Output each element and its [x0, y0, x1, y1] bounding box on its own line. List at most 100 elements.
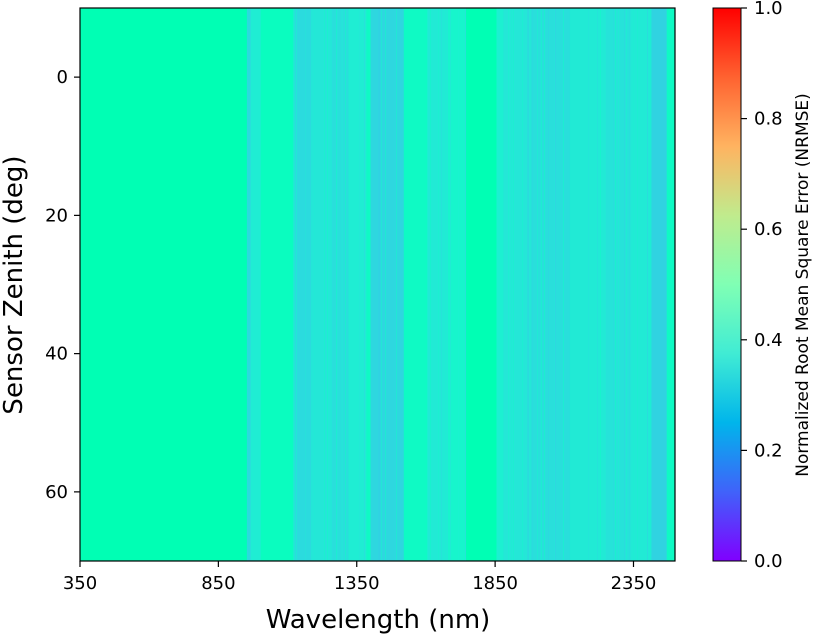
heatmap-streak	[649, 8, 650, 561]
heatmap-streak	[629, 8, 630, 561]
heatmap-streak	[537, 8, 538, 561]
heatmap-band	[403, 8, 428, 561]
heatmap-streak	[647, 8, 648, 561]
heatmap-streak	[296, 8, 297, 561]
x-tick-label: 2350	[611, 573, 657, 594]
colorbar-tick-label: 0.4	[754, 330, 783, 351]
heatmap-streak	[532, 8, 533, 561]
heatmap-band	[370, 8, 405, 561]
heatmap-streak	[337, 8, 338, 561]
heatmap-streak	[336, 8, 337, 561]
y-tick-label: 60	[45, 482, 68, 503]
heatmap-streak	[557, 8, 558, 561]
colorbar-tick-label: 0.2	[754, 440, 783, 461]
heatmap-streak	[378, 8, 379, 561]
heatmap-streak	[441, 8, 442, 561]
heatmap-streak	[430, 8, 431, 561]
heatmap-band	[348, 8, 367, 561]
heatmap-streak	[554, 8, 555, 561]
heatmap-streak	[396, 8, 397, 561]
heatmap-band	[448, 8, 467, 561]
y-axis-label: Sensor Zenith (deg)	[0, 155, 29, 414]
heatmap-streak	[438, 8, 439, 561]
heatmap-band	[496, 8, 504, 561]
heatmap-streak	[445, 8, 446, 561]
heatmap-streak	[513, 8, 514, 561]
y-axis-ticks: 0 20 40 60	[45, 67, 80, 503]
heatmap-band	[246, 8, 252, 561]
heatmap-streak	[597, 8, 598, 561]
heatmap-band	[260, 8, 294, 561]
heatmap-streak	[293, 8, 294, 561]
heatmap-streak	[364, 8, 365, 561]
heatmap-streak	[546, 8, 547, 561]
heatmap-streak	[555, 8, 556, 561]
heatmap-band	[80, 8, 248, 561]
heatmap-streak	[369, 8, 370, 561]
heatmap-streak	[626, 8, 627, 561]
colorbar-tick-label: 0.0	[754, 551, 783, 572]
heatmap-streak	[540, 8, 541, 561]
heatmap-streak	[522, 8, 523, 561]
heatmap-streak	[548, 8, 549, 561]
heatmap-streak	[509, 8, 510, 561]
heatmap-streak	[621, 8, 622, 561]
colorbar-tick-label: 0.6	[754, 219, 783, 240]
heatmap-streak	[528, 8, 529, 561]
heatmap-streak	[381, 8, 382, 561]
heatmap-streak	[458, 8, 459, 561]
heatmap-streak	[563, 8, 564, 561]
heatmap-streak	[342, 8, 343, 561]
colorbar-tick-label: 0.8	[754, 109, 783, 130]
heatmap-streak	[600, 8, 601, 561]
heatmap-streak	[332, 8, 333, 561]
heatmap-streak	[650, 8, 651, 561]
plot-frame	[79, 7, 676, 562]
colorbar-label: Normalized Root Mean Square Error (NRMSE…	[793, 93, 813, 477]
heatmap-streak	[511, 8, 512, 561]
heatmap-streak	[624, 8, 625, 561]
heatmap-streak	[615, 8, 616, 561]
heatmap-streak	[385, 8, 386, 561]
heatmap-streak	[427, 8, 428, 561]
heatmap-streak	[450, 8, 451, 561]
heatmap-streak	[633, 8, 634, 561]
x-tick-label: 1350	[334, 573, 380, 594]
heatmap-streak	[465, 8, 466, 561]
heatmap-streak	[359, 8, 360, 561]
heatmap-band	[331, 8, 349, 561]
heatmap-streak	[583, 8, 584, 561]
heatmap-fine-streaks	[293, 8, 651, 561]
heatmap-streak	[327, 8, 328, 561]
heatmap-streak	[448, 8, 449, 561]
colorbar	[712, 7, 742, 562]
y-tick-label: 40	[45, 344, 68, 365]
heatmap-bands	[80, 8, 675, 561]
heatmap-band	[466, 8, 497, 561]
heatmap-band	[666, 8, 675, 561]
heatmap-band	[531, 8, 571, 561]
heatmap-streak	[294, 8, 295, 561]
heatmap-streak	[588, 8, 589, 561]
heatmap-streak	[618, 8, 619, 561]
heatmap-band	[293, 8, 312, 561]
heatmap-band	[250, 8, 262, 561]
heatmap-streak	[345, 8, 346, 561]
heatmap-streak	[314, 8, 315, 561]
heatmap-band	[366, 8, 372, 561]
y-tick-label: 20	[45, 205, 68, 226]
heatmap-streak	[570, 8, 571, 561]
heatmap-streak	[508, 8, 509, 561]
x-tick-label: 850	[201, 573, 235, 594]
heatmap-streak	[401, 8, 402, 561]
heatmap-band	[630, 8, 652, 561]
heatmap-streak	[305, 8, 306, 561]
y-tick-label: 0	[57, 67, 68, 88]
heatmap-streak	[324, 8, 325, 561]
heatmap-streak	[325, 8, 326, 561]
heatmap-band	[651, 8, 668, 561]
x-axis-label: Wavelength (nm)	[266, 605, 491, 635]
x-axis-ticks: 350 850 1350 1850 2350	[63, 561, 657, 594]
heatmap-streak	[379, 8, 380, 561]
